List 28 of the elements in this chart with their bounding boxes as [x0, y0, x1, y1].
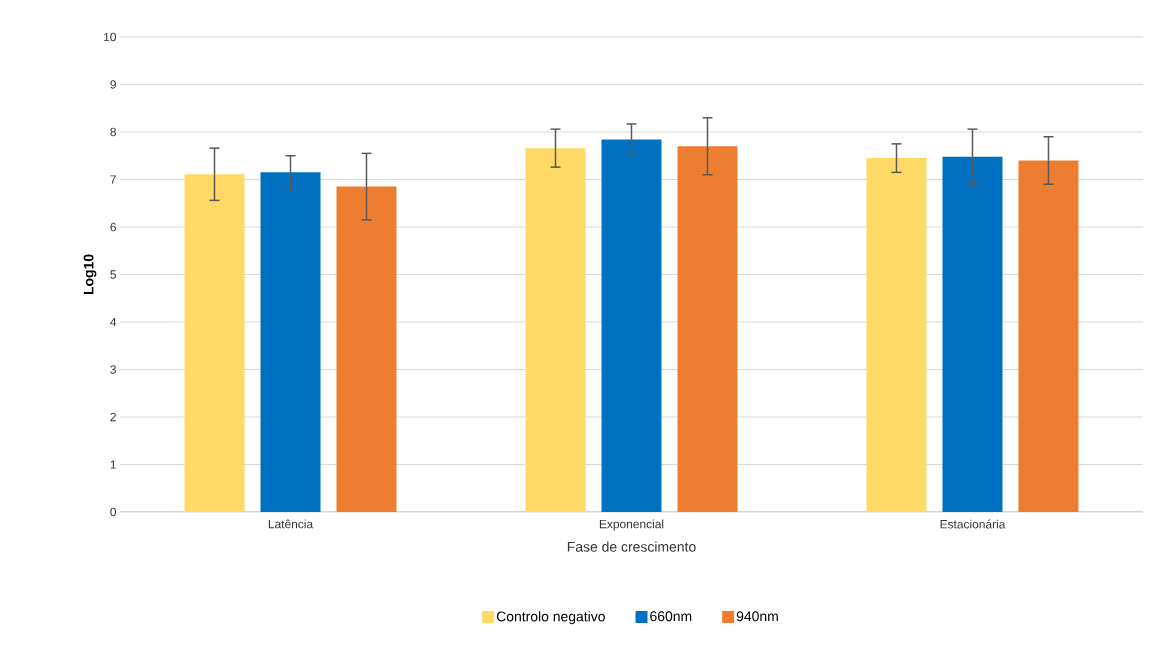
bar	[677, 146, 738, 512]
y-tick-label: 9	[110, 80, 116, 89]
bar	[525, 148, 586, 512]
bar	[336, 186, 397, 512]
y-tick-label: 8	[110, 127, 116, 137]
y-tick-label: 3	[110, 365, 116, 374]
x-axis-title: Fase de crescimento	[567, 541, 696, 552]
bar	[1018, 160, 1079, 512]
y-tick-label: 2	[110, 412, 116, 422]
bar	[184, 174, 245, 512]
bar	[601, 139, 662, 512]
legend-label: 660nm	[650, 611, 692, 622]
bar	[260, 172, 321, 512]
y-tick-label: 10	[104, 32, 117, 42]
y-tick-label: 5	[110, 270, 116, 279]
bar	[866, 158, 927, 512]
legend-label: 940nm	[736, 611, 778, 622]
x-tick-label: Exponencial	[599, 519, 664, 531]
x-tick-label: Estacionária	[940, 519, 1006, 529]
bar	[942, 156, 1003, 512]
y-tick-label: 1	[110, 460, 116, 469]
y-axis-title: Log10	[83, 254, 97, 295]
x-tick-label: Latência	[268, 519, 314, 529]
y-tick-label: 7	[110, 175, 116, 184]
y-tick-label: 6	[110, 222, 116, 232]
legend-label: Controlo negativo	[496, 611, 605, 625]
y-tick-label: 0	[110, 507, 117, 517]
y-tick-label: 4	[110, 317, 117, 327]
